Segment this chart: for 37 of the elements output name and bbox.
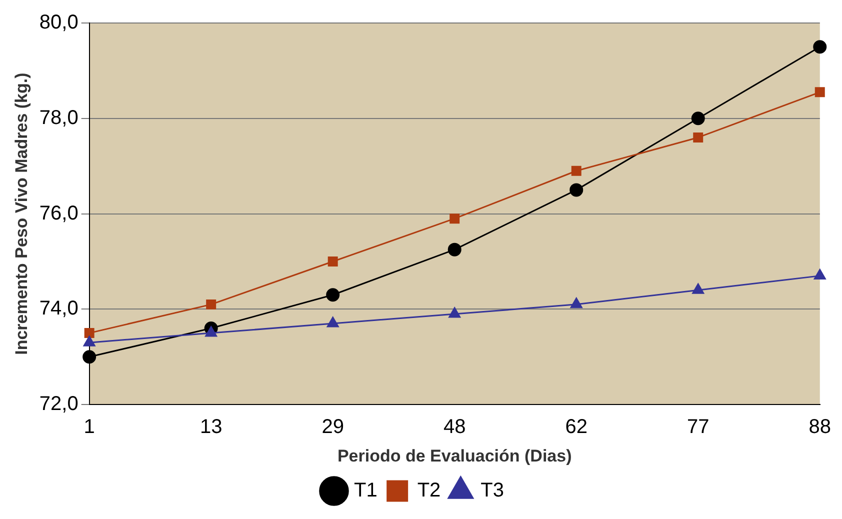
x-axis-title: Periodo de Evaluación (Dias): [337, 446, 572, 466]
point: [570, 298, 582, 308]
legend-label: T3: [480, 480, 504, 502]
x-tick-label: 29: [322, 416, 344, 438]
y-tick-label: 78,0: [39, 106, 78, 129]
point: [570, 183, 584, 197]
y-tick-label: 76,0: [39, 202, 78, 224]
x-tick-label: 48: [443, 416, 466, 438]
x-tick-label: 62: [565, 416, 588, 438]
point: [692, 283, 704, 294]
y-axis-title: Incremento Peso Vivo Madres (kg.): [12, 72, 31, 355]
point: [814, 269, 826, 280]
legend-label: T2: [417, 480, 441, 502]
point: [205, 326, 218, 337]
point: [326, 288, 340, 302]
y-tick-label: 72,0: [39, 393, 78, 416]
point: [571, 166, 582, 176]
y-tick-label: 74,0: [39, 298, 78, 320]
legend-label: T1: [354, 480, 378, 502]
point: [813, 40, 827, 54]
point: [82, 350, 96, 364]
x-tick-label: 13: [200, 416, 222, 438]
point: [326, 316, 339, 328]
x-tick-label: 77: [686, 416, 710, 438]
point: [814, 87, 825, 98]
point: [693, 132, 704, 142]
point: [450, 214, 460, 224]
point: [83, 336, 96, 346]
y-tick-label: 80,0: [39, 12, 78, 34]
point: [448, 242, 462, 256]
x-tick-label: 88: [808, 416, 831, 438]
x-tick-label: 1: [84, 416, 95, 438]
point: [84, 328, 94, 338]
point: [328, 256, 338, 266]
point: [206, 299, 216, 310]
point: [448, 307, 461, 318]
point: [691, 112, 705, 126]
